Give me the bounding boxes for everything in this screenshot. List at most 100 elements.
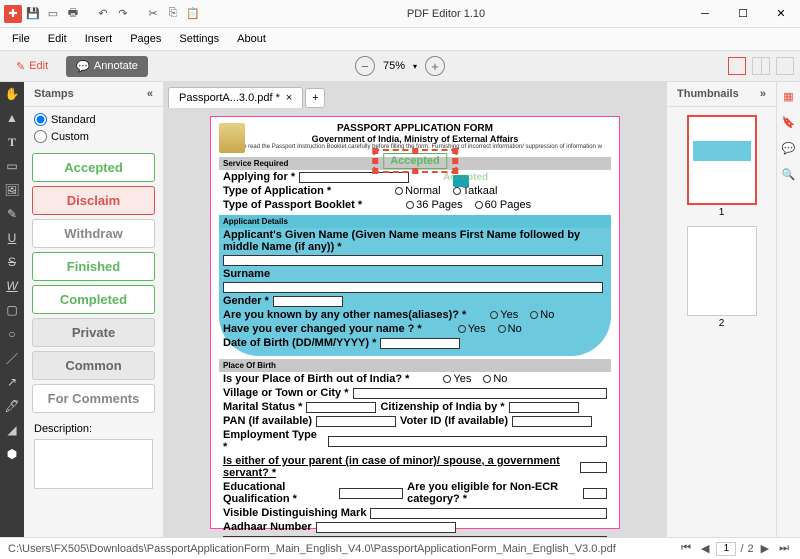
menu-insert[interactable]: Insert bbox=[77, 31, 121, 47]
open-icon[interactable]: ▭ bbox=[44, 5, 62, 23]
rect-tool-icon[interactable]: ▢ bbox=[4, 302, 20, 318]
edit-mode-button[interactable]: ✎ Edit bbox=[6, 56, 58, 77]
tab-close-icon[interactable]: × bbox=[286, 92, 292, 104]
stamp-finished[interactable]: Finished bbox=[32, 252, 155, 281]
pob-out-label: Is your Place of Birth out of India? * bbox=[223, 373, 409, 385]
voter-label: Voter ID (If available) bbox=[400, 415, 508, 427]
description-label: Description: bbox=[34, 423, 153, 435]
page-sep: / bbox=[740, 543, 743, 555]
thumb-1-label: 1 bbox=[687, 207, 757, 218]
stamp-annotation[interactable]: Accepted bbox=[373, 149, 457, 173]
underline-tool-icon[interactable]: U bbox=[4, 230, 20, 246]
zoom-value: 75% bbox=[383, 60, 405, 72]
tab-add-button[interactable]: + bbox=[305, 88, 325, 108]
menu-edit[interactable]: Edit bbox=[40, 31, 75, 47]
stamp-for-comments[interactable]: For Comments bbox=[32, 384, 155, 413]
zoom-dropdown-icon[interactable]: ▾ bbox=[413, 62, 417, 71]
given-name-input[interactable] bbox=[223, 255, 603, 266]
line-tool-icon[interactable]: ／ bbox=[4, 350, 20, 366]
stamp-standard-radio[interactable]: Standard bbox=[34, 113, 153, 126]
hand-tool-icon[interactable]: ✋ bbox=[4, 86, 20, 102]
text-tool-icon[interactable]: T bbox=[4, 134, 20, 150]
view-single-icon[interactable] bbox=[728, 57, 746, 75]
village-input[interactable] bbox=[353, 388, 607, 399]
paste-icon[interactable]: 📋 bbox=[184, 5, 202, 23]
view-double-icon[interactable] bbox=[752, 57, 770, 75]
wavy-tool-icon[interactable]: W bbox=[4, 278, 20, 294]
marital-input[interactable] bbox=[306, 402, 376, 413]
stamp-completed[interactable]: Completed bbox=[32, 285, 155, 314]
arrow-tool-icon[interactable]: ↗ bbox=[4, 374, 20, 390]
pencil-tool-icon[interactable]: ✎ bbox=[4, 206, 20, 222]
thumbnails-header: Thumbnails» bbox=[667, 82, 776, 107]
print-icon[interactable]: 🖶 bbox=[64, 5, 82, 23]
next-page-button[interactable]: ▶ bbox=[758, 542, 772, 555]
surname-input[interactable] bbox=[223, 282, 603, 293]
stamp-custom-radio[interactable]: Custom bbox=[34, 130, 153, 143]
distinguishing-label: Visible Distinguishing Mark bbox=[223, 507, 366, 519]
select-tool-icon[interactable]: ▲ bbox=[4, 110, 20, 126]
minimize-button[interactable]: ─ bbox=[686, 0, 724, 28]
thumbnails-icon[interactable]: ▦ bbox=[781, 88, 797, 104]
village-label: Village or Town or City * bbox=[223, 387, 349, 399]
parent-gov-input[interactable] bbox=[580, 462, 607, 473]
employment-input[interactable] bbox=[328, 436, 607, 447]
pan-input[interactable] bbox=[316, 416, 396, 427]
close-button[interactable]: ✕ bbox=[762, 0, 800, 28]
maximize-button[interactable]: ☐ bbox=[724, 0, 762, 28]
annotate-mode-button[interactable]: 💬 Annotate bbox=[66, 56, 148, 77]
copy-icon[interactable]: ⎘ bbox=[164, 5, 182, 23]
save-icon[interactable]: 💾 bbox=[24, 5, 42, 23]
type-booklet-label: Type of Passport Booklet * bbox=[223, 199, 362, 211]
right-rail: ▦ 🔖 💬 🔍 bbox=[776, 82, 800, 537]
redo-icon[interactable]: ↷ bbox=[114, 5, 132, 23]
search-icon[interactable]: 🔍 bbox=[781, 166, 797, 182]
citizenship-input[interactable] bbox=[509, 402, 579, 413]
thumbnail-2[interactable] bbox=[687, 226, 757, 316]
last-page-button[interactable]: ⏭ bbox=[776, 542, 792, 555]
edu-input[interactable] bbox=[339, 488, 404, 499]
page-total: 2 bbox=[748, 543, 754, 555]
note-tool-icon[interactable]: ▭ bbox=[4, 158, 20, 174]
gender-label: Gender * bbox=[223, 295, 269, 307]
comments-icon[interactable]: 💬 bbox=[781, 140, 797, 156]
thumbnail-1[interactable] bbox=[687, 115, 757, 205]
canvas[interactable]: PASSPORT APPLICATION FORM Government of … bbox=[164, 108, 666, 537]
non-ecr-input[interactable] bbox=[583, 488, 607, 499]
aadhaar-input[interactable] bbox=[316, 522, 456, 533]
collapse-icon[interactable]: « bbox=[147, 88, 153, 100]
collapse-icon[interactable]: » bbox=[760, 88, 766, 100]
eraser-tool-icon[interactable]: ◢ bbox=[4, 422, 20, 438]
stamp-private[interactable]: Private bbox=[32, 318, 155, 347]
undo-icon[interactable]: ↶ bbox=[94, 5, 112, 23]
first-page-button[interactable]: ⏮ bbox=[678, 542, 694, 555]
stamp-tool-icon[interactable]: ⬢ bbox=[4, 446, 20, 462]
zoom-in-button[interactable]: + bbox=[425, 56, 445, 76]
gender-input[interactable] bbox=[273, 296, 343, 307]
stamp-withdraw[interactable]: Withdraw bbox=[32, 219, 155, 248]
stamp-accepted[interactable]: Accepted bbox=[32, 153, 155, 182]
prev-page-button[interactable]: ◀ bbox=[698, 542, 712, 555]
stamp-disclaim[interactable]: Disclaim bbox=[32, 186, 155, 215]
menu-file[interactable]: File bbox=[4, 31, 38, 47]
zoom-out-button[interactable]: − bbox=[355, 56, 375, 76]
image-tool-icon[interactable]: 🖼 bbox=[4, 182, 20, 198]
stamp-common[interactable]: Common bbox=[32, 351, 155, 380]
menu-pages[interactable]: Pages bbox=[122, 31, 169, 47]
menu-about[interactable]: About bbox=[229, 31, 274, 47]
view-scroll-icon[interactable] bbox=[776, 57, 794, 75]
description-box[interactable] bbox=[34, 439, 153, 489]
distinguishing-input[interactable] bbox=[370, 508, 607, 519]
strike-tool-icon[interactable]: S bbox=[4, 254, 20, 270]
bookmarks-icon[interactable]: 🔖 bbox=[781, 114, 797, 130]
circle-tool-icon[interactable]: ○ bbox=[4, 326, 20, 342]
document-tab[interactable]: PassportA...3.0.pdf * × bbox=[168, 87, 303, 108]
brush-tool-icon[interactable]: 🖊 bbox=[4, 398, 20, 414]
applying-for-input[interactable] bbox=[299, 172, 409, 183]
voter-input[interactable] bbox=[512, 416, 592, 427]
menu-settings[interactable]: Settings bbox=[171, 31, 227, 47]
dob-input[interactable] bbox=[380, 338, 460, 349]
section-pob: Place Of Birth bbox=[219, 359, 611, 372]
cut-icon[interactable]: ✂ bbox=[144, 5, 162, 23]
page-input[interactable] bbox=[716, 542, 736, 556]
